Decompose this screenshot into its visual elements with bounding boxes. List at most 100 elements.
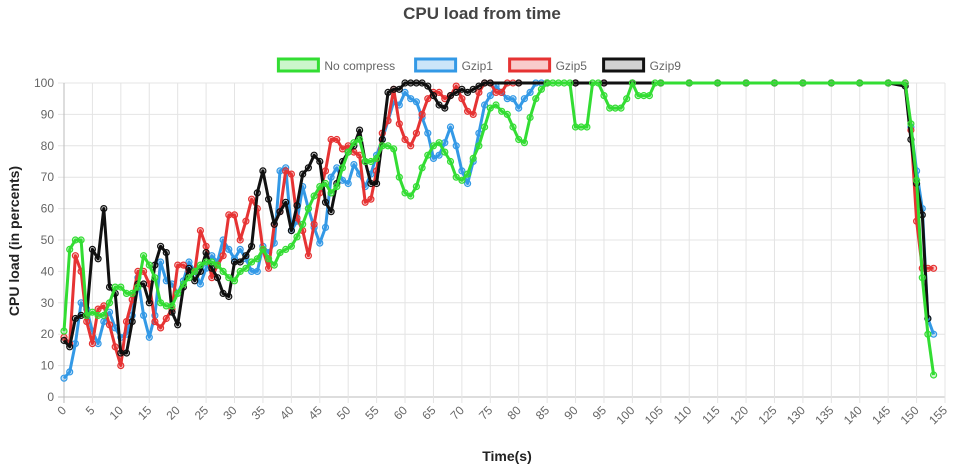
data-point-gzip9[interactable]	[168, 308, 176, 316]
data-point-no-compress[interactable]	[60, 327, 68, 335]
data-point-no-compress[interactable]	[924, 330, 932, 338]
data-point-gzip5[interactable]	[498, 88, 506, 97]
data-point-gzip9[interactable]	[293, 201, 301, 210]
data-point-gzip1[interactable]	[145, 333, 153, 341]
data-point-gzip1[interactable]	[520, 95, 529, 103]
data-point-no-compress[interactable]	[571, 123, 580, 131]
data-point-no-compress[interactable]	[168, 302, 176, 310]
data-point-no-compress[interactable]	[230, 277, 239, 285]
data-point-no-compress[interactable]	[884, 79, 892, 87]
data-point-no-compress[interactable]	[481, 123, 489, 131]
data-point-gzip1[interactable]	[446, 123, 455, 131]
data-point-no-compress[interactable]	[304, 205, 312, 213]
data-point-gzip9[interactable]	[145, 299, 153, 307]
data-point-gzip9[interactable]	[367, 179, 375, 188]
data-point-no-compress[interactable]	[196, 261, 204, 269]
data-point-gzip9[interactable]	[265, 195, 273, 203]
data-point-no-compress[interactable]	[140, 252, 148, 260]
data-point-gzip9[interactable]	[441, 104, 449, 112]
data-point-gzip1[interactable]	[185, 258, 193, 266]
data-point-gzip1[interactable]	[60, 374, 68, 382]
data-point-no-compress[interactable]	[594, 79, 602, 87]
data-point-no-compress[interactable]	[293, 233, 301, 241]
data-point-gzip1[interactable]	[424, 129, 432, 137]
data-point-gzip5[interactable]	[418, 110, 426, 119]
data-point-no-compress[interactable]	[543, 79, 551, 87]
data-point-no-compress[interactable]	[350, 139, 358, 147]
data-point-no-compress[interactable]	[248, 258, 256, 266]
data-point-gzip9[interactable]	[316, 157, 324, 166]
data-point-gzip5[interactable]	[117, 362, 125, 370]
data-point-gzip1[interactable]	[481, 101, 489, 109]
data-point-no-compress[interactable]	[424, 151, 432, 159]
data-point-gzip9[interactable]	[304, 164, 312, 172]
data-point-gzip1[interactable]	[276, 167, 284, 175]
legend-item-gzip5[interactable]: Gzip5	[508, 57, 588, 73]
data-point-gzip5[interactable]	[151, 318, 159, 326]
data-point-no-compress[interactable]	[208, 258, 216, 266]
data-point-gzip9[interactable]	[446, 91, 455, 100]
data-point-no-compress[interactable]	[617, 104, 625, 112]
data-point-no-compress[interactable]	[151, 274, 159, 282]
data-point-gzip1[interactable]	[458, 167, 466, 175]
data-point-gzip5[interactable]	[412, 129, 420, 137]
data-point-gzip1[interactable]	[327, 173, 335, 181]
data-point-no-compress[interactable]	[554, 79, 563, 87]
data-point-gzip5[interactable]	[94, 305, 102, 313]
data-point-no-compress[interactable]	[498, 107, 506, 115]
data-point-no-compress[interactable]	[628, 79, 637, 87]
data-point-no-compress[interactable]	[452, 173, 460, 181]
data-point-no-compress[interactable]	[66, 245, 74, 253]
data-point-gzip9[interactable]	[122, 349, 131, 357]
data-point-no-compress[interactable]	[134, 283, 142, 291]
data-point-gzip5[interactable]	[219, 252, 227, 260]
data-point-no-compress[interactable]	[384, 142, 392, 150]
data-point-no-compress[interactable]	[560, 79, 568, 87]
data-point-gzip5[interactable]	[157, 324, 165, 332]
data-point-no-compress[interactable]	[651, 79, 659, 87]
data-point-no-compress[interactable]	[88, 308, 97, 316]
data-point-gzip9[interactable]	[174, 321, 182, 329]
data-point-gzip1[interactable]	[157, 258, 165, 266]
data-point-gzip1[interactable]	[464, 179, 472, 188]
data-point-no-compress[interactable]	[191, 267, 199, 275]
data-point-no-compress[interactable]	[236, 267, 244, 275]
data-point-gzip9[interactable]	[219, 289, 227, 297]
data-point-gzip5[interactable]	[492, 88, 500, 97]
data-point-gzip9[interactable]	[378, 135, 386, 144]
data-point-no-compress[interactable]	[310, 192, 318, 200]
data-point-no-compress[interactable]	[526, 113, 534, 122]
data-point-gzip9[interactable]	[259, 167, 267, 175]
data-point-no-compress[interactable]	[367, 157, 375, 166]
data-point-no-compress[interactable]	[145, 261, 153, 269]
data-point-gzip9[interactable]	[429, 91, 438, 100]
data-point-no-compress[interactable]	[856, 79, 864, 87]
data-point-gzip9[interactable]	[452, 88, 460, 97]
data-point-no-compress[interactable]	[446, 157, 455, 166]
data-point-no-compress[interactable]	[259, 245, 267, 253]
data-point-gzip9[interactable]	[276, 208, 284, 216]
data-point-no-compress[interactable]	[94, 311, 102, 319]
data-point-gzip5[interactable]	[401, 135, 409, 144]
data-point-no-compress[interactable]	[253, 255, 261, 263]
data-point-gzip9[interactable]	[66, 343, 74, 351]
data-point-gzip5[interactable]	[367, 195, 375, 203]
data-point-gzip1[interactable]	[196, 280, 204, 288]
data-point-gzip5[interactable]	[929, 264, 938, 272]
data-point-gzip9[interactable]	[282, 198, 290, 206]
data-point-no-compress[interactable]	[338, 164, 347, 172]
data-point-no-compress[interactable]	[503, 110, 511, 119]
data-point-gzip9[interactable]	[486, 79, 494, 87]
data-point-no-compress[interactable]	[901, 79, 909, 87]
data-point-gzip1[interactable]	[316, 239, 324, 247]
data-point-gzip1[interactable]	[344, 179, 352, 188]
data-point-no-compress[interactable]	[412, 183, 420, 191]
data-point-no-compress[interactable]	[276, 249, 284, 257]
data-point-no-compress[interactable]	[532, 95, 540, 103]
data-point-gzip9[interactable]	[242, 252, 250, 260]
data-point-gzip5[interactable]	[361, 198, 369, 206]
data-point-no-compress[interactable]	[657, 79, 665, 87]
data-point-gzip1[interactable]	[350, 161, 358, 169]
data-point-no-compress[interactable]	[600, 91, 608, 100]
data-point-gzip5[interactable]	[464, 107, 472, 115]
